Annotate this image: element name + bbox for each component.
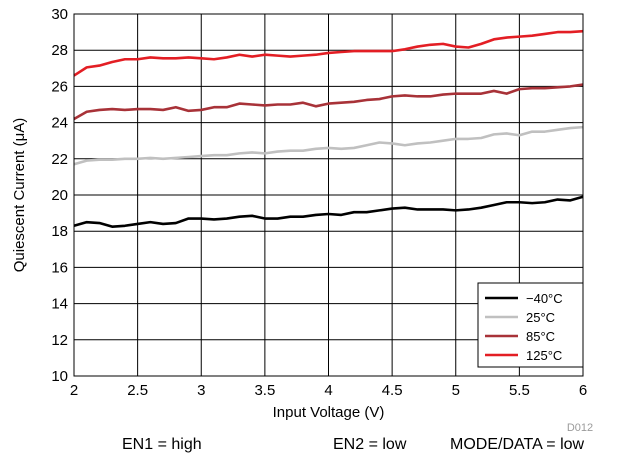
- y-tick-label: 28: [51, 42, 68, 59]
- x-tick-label: 3.5: [254, 382, 275, 399]
- x-tick-label: 6: [579, 382, 587, 399]
- figure-code: D012: [567, 422, 593, 434]
- series-lines: [73, 29, 584, 228]
- footnote-en1: EN1 = high: [122, 436, 202, 453]
- y-tick-label: 18: [51, 223, 68, 240]
- y-tick-label: 10: [51, 368, 68, 385]
- x-tick-labels: 2 2.5 3 3.5 4 4.5 5 5.5 6: [70, 382, 587, 399]
- grid: [73, 13, 584, 377]
- x-tick-label: 4.5: [382, 382, 403, 399]
- y-tick-label: 30: [51, 6, 68, 23]
- series-line-0: [73, 195, 584, 228]
- footnote-mode-data: MODE/DATA = low: [450, 436, 585, 453]
- y-tick-label: 26: [51, 78, 68, 95]
- x-tick-label: 5.5: [509, 382, 530, 399]
- x-tick-label: 5: [452, 382, 460, 399]
- y-tick-label: 16: [51, 259, 68, 276]
- legend-label-3: 125°C: [526, 348, 562, 363]
- y-tick-label: 14: [51, 296, 68, 313]
- legend-label-1: 25°C: [526, 310, 555, 325]
- x-tick-label: 3: [197, 382, 205, 399]
- y-tick-labels: 10 12 14 16 18 20 22 24 26 28 30: [51, 6, 68, 385]
- x-tick-label: 4: [324, 382, 332, 399]
- series-line-1: [73, 125, 584, 166]
- legend-label-2: 85°C: [526, 329, 555, 344]
- x-tick-label: 2: [70, 382, 78, 399]
- x-tick-label: 2.5: [127, 382, 148, 399]
- y-tick-label: 22: [51, 151, 68, 168]
- y-axis-title: Quiescent Current (μA): [11, 118, 28, 273]
- y-tick-label: 20: [51, 187, 68, 204]
- series-line-2: [73, 83, 584, 121]
- y-tick-label: 12: [51, 332, 68, 349]
- footnote-en2: EN2 = low: [333, 436, 407, 453]
- plot-frame: [73, 13, 584, 377]
- x-axis-title: Input Voltage (V): [273, 404, 385, 421]
- legend: −40°C 25°C 85°C 125°C: [477, 282, 584, 368]
- legend-label-0: −40°C: [526, 291, 563, 306]
- series-line-3: [73, 29, 584, 77]
- y-tick-label: 24: [51, 115, 68, 132]
